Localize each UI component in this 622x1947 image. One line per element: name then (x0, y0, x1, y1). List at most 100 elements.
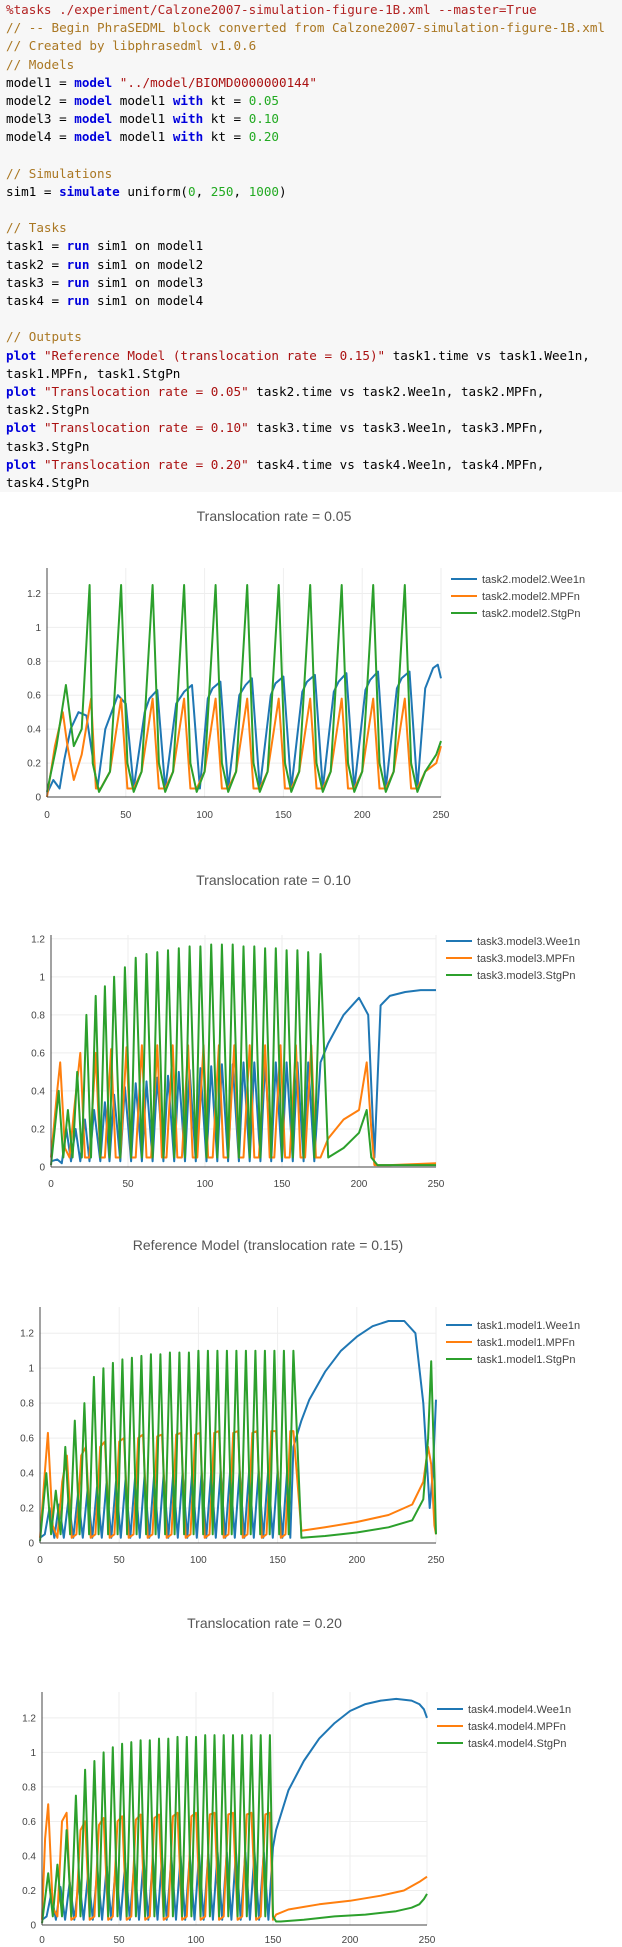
legend-label[interactable]: task2.model2.Wee1n (482, 574, 585, 586)
code-token: plot (6, 347, 37, 363)
y-tick-label: 1 (28, 1364, 34, 1375)
x-tick-label: 0 (48, 1179, 54, 1190)
chart-translocation-0-05: Translocation rate = 0.05 0 50 100 150 200 250… (0, 500, 622, 862)
code-token: "Translocation rate = 0.20" (43, 456, 249, 472)
y-tick-label: 0.2 (20, 1504, 34, 1515)
x-tick-label: 150 (265, 1935, 282, 1946)
code-token: // Tasks (6, 220, 67, 236)
code-token: , (195, 183, 211, 199)
legend-label[interactable]: task1.model1.Wee1n (477, 1320, 580, 1332)
code-token: task2.StgPn (6, 402, 90, 418)
x-tick-label: 0 (39, 1935, 45, 1946)
chart-title: Reference Model (translocation rate = 0.… (133, 1237, 403, 1253)
code-token (36, 457, 44, 472)
code-token: "Reference Model (translocation rate = 0… (43, 347, 386, 363)
code-token: model (74, 92, 113, 108)
code-line: task1.MPFn, task1.StgPn (6, 365, 622, 383)
x-tick-label: 50 (120, 810, 132, 821)
y-tick-label: 0.8 (20, 1399, 34, 1410)
code-token: task1.time vs task1.Wee1n, (385, 347, 590, 363)
chart-title: Translocation rate = 0.05 (197, 508, 352, 524)
x-tick-label: 250 (433, 810, 450, 821)
y-tick-label: 0.6 (27, 691, 41, 702)
legend-label[interactable]: task3.model3.MPFn (477, 953, 575, 965)
code-token: uniform( (119, 183, 188, 199)
code-line: // Simulations (6, 165, 622, 183)
legend-label[interactable]: task4.model4.StgPn (468, 1738, 566, 1750)
legend-label[interactable]: task1.model1.MPFn (477, 1337, 575, 1349)
code-line: task4 = run sim1 on model4 (6, 292, 622, 310)
code-token: model1 (112, 111, 173, 127)
code-line: task4.StgPn (6, 474, 622, 492)
code-token: 250 (210, 183, 234, 199)
code-token: plot (6, 383, 37, 399)
series-line-task2-model2-mpfn (46, 697, 442, 798)
x-tick-label: 50 (114, 1555, 126, 1566)
y-tick-label: 1 (39, 972, 45, 983)
legend-label[interactable]: task2.model2.MPFn (482, 591, 580, 603)
y-tick-label: 0.6 (31, 1048, 45, 1059)
x-tick-label: 100 (196, 810, 213, 821)
y-tick-label: 0.6 (22, 1817, 36, 1828)
code-line: // Tasks (6, 219, 622, 237)
code-line: // -- Begin PhraSEDML block converted fr… (6, 19, 622, 37)
legend-label[interactable]: task2.model2.StgPn (482, 608, 580, 620)
y-tick-label: 1 (35, 623, 41, 634)
code-token: // -- Begin PhraSEDML block converted fr… (6, 20, 605, 36)
x-tick-label: 50 (122, 1179, 134, 1190)
code-token: 0.10 (248, 111, 280, 127)
code-token: model2 = (6, 92, 75, 108)
legend-label[interactable]: task4.model4.MPFn (468, 1721, 566, 1733)
legend-label[interactable]: task3.model3.StgPn (477, 970, 575, 982)
code-token: task4 = (6, 293, 67, 308)
code-cell: %tasks ./experiment/Calzone2007-simulati… (0, 0, 622, 492)
x-tick-label: 150 (274, 1179, 291, 1190)
series-line-task3-model3-mpfn (50, 1044, 437, 1167)
y-tick-label: 0.8 (27, 657, 41, 668)
code-token: task2.time vs task2.Wee1n, task2.MPFn, (248, 383, 545, 399)
y-tick-label: 0.2 (27, 759, 41, 770)
legend-label[interactable]: task3.model3.Wee1n (477, 936, 580, 948)
code-token: , (233, 183, 249, 199)
code-token (36, 348, 44, 363)
y-tick-label: 0.2 (22, 1886, 36, 1897)
x-tick-label: 50 (113, 1935, 125, 1946)
chart-reference-model: Reference Model (translocation rate = 0.… (0, 1228, 622, 1606)
chart-translocation-0-20: Translocation rate = 0.20 0 50 100 150 200 250… (0, 1606, 622, 1947)
code-token: plot (6, 420, 37, 436)
code-token: run (66, 274, 90, 290)
code-token: 0.05 (248, 92, 280, 108)
x-tick-label: 0 (44, 810, 50, 821)
code-token: sim1 = (6, 183, 60, 199)
y-tick-label: 0.8 (31, 1010, 45, 1021)
y-tick-label: 0.8 (22, 1782, 36, 1793)
code-line: model1 = model "../model/BIOMD0000000144… (6, 74, 622, 92)
y-tick-label: 1.2 (31, 934, 45, 945)
legend-label[interactable]: task1.model1.StgPn (477, 1354, 575, 1366)
series-line-task2-model2-stgpn (46, 584, 442, 793)
y-tick-label: 0.4 (22, 1851, 36, 1862)
code-token: run (66, 256, 90, 272)
x-tick-label: 100 (197, 1179, 214, 1190)
y-tick-label: 1 (30, 1748, 36, 1759)
code-token: // Simulations (6, 165, 113, 181)
x-tick-label: 0 (37, 1555, 43, 1566)
x-tick-label: 100 (190, 1555, 207, 1566)
code-token: // Outputs (6, 329, 82, 345)
chart-svg: Translocation rate = 0.10 0 50 100 150 200 250… (31, 872, 580, 1190)
y-tick-label: 0.4 (31, 1086, 45, 1097)
code-token: kt = (203, 92, 249, 108)
code-token: with (172, 111, 204, 127)
code-token: task4.StgPn (6, 474, 90, 490)
code-token: model1 = (6, 74, 75, 90)
code-token: task3.StgPn (6, 438, 90, 454)
x-tick-label: 250 (428, 1179, 445, 1190)
x-tick-label: 150 (275, 810, 292, 821)
legend-label[interactable]: task4.model4.Wee1n (468, 1704, 571, 1716)
code-token: task1.MPFn, task1.StgPn (6, 365, 181, 381)
code-token: sim1 on model2 (89, 256, 204, 272)
x-tick-label: 150 (269, 1555, 286, 1566)
code-line: task1 = run sim1 on model1 (6, 237, 622, 255)
code-token: sim1 on model4 (89, 293, 204, 308)
series-line-task2-model2-wee1n (46, 663, 442, 795)
